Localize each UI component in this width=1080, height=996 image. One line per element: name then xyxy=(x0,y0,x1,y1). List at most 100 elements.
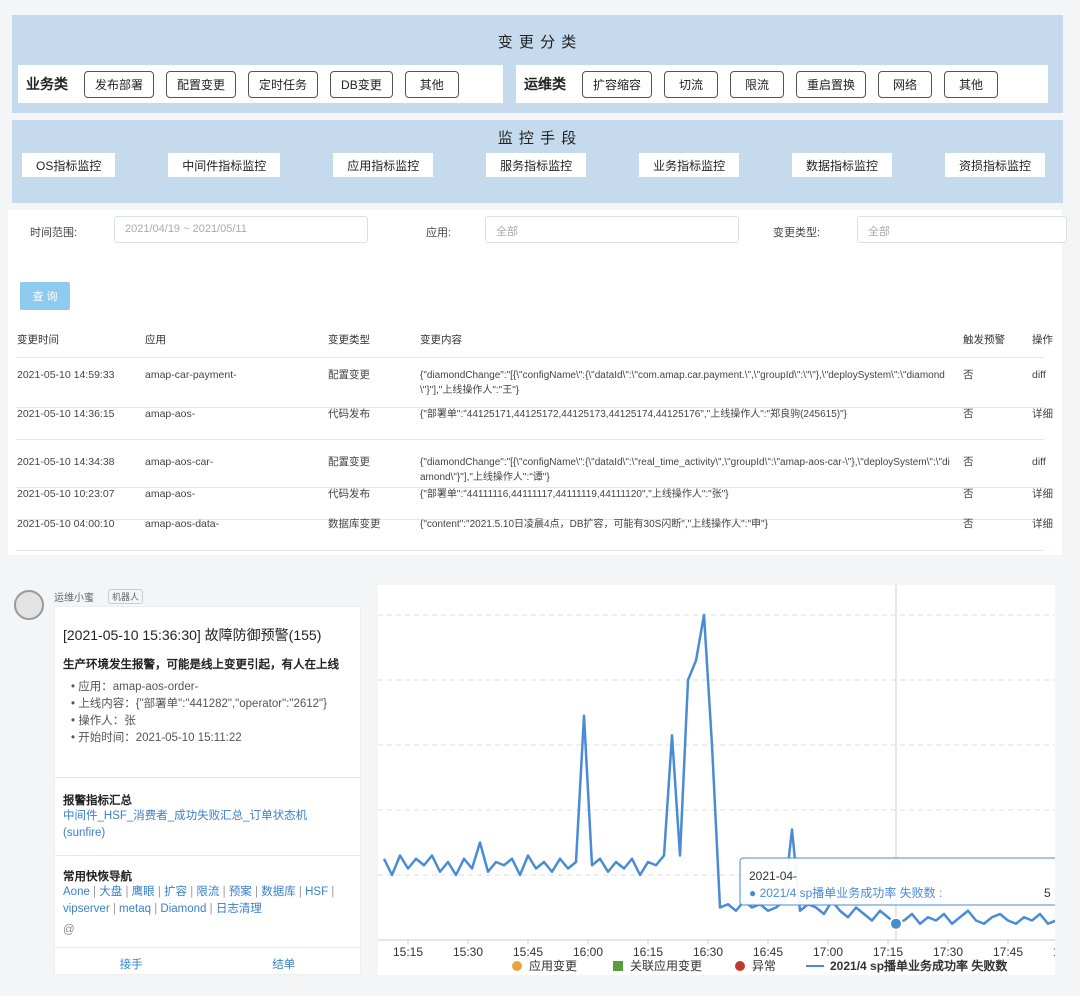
table-cell: {"部署单":"44111116,44111117,44111119,44111… xyxy=(420,489,729,500)
row-action[interactable]: 详细 xyxy=(1032,408,1053,420)
separator: | xyxy=(295,886,306,898)
table-header: 变更内容 xyxy=(420,334,462,346)
nav-link[interactable]: 扩容 xyxy=(164,886,188,898)
nav-link[interactable]: 日志清理 xyxy=(215,903,262,915)
metrics-link[interactable]: 中间件_HSF_消费者_成功失败汇总_订单状态机(sunfire) xyxy=(63,810,308,839)
alert-summary: 生产环境发生报警，可能是线上变更引起，有人在上线 xyxy=(63,659,339,671)
group-label: 运维类 xyxy=(524,76,566,92)
nav-link[interactable]: 鹰眼 xyxy=(131,886,155,898)
x-tick-label: 15:30 xyxy=(453,945,483,959)
separator: | xyxy=(122,886,132,898)
action-button[interactable]: 接手 xyxy=(119,959,143,971)
bot-avatar xyxy=(14,590,44,620)
category-button[interactable]: 网络 xyxy=(878,70,933,98)
row-action[interactable]: diff xyxy=(1032,369,1046,381)
detail-item: • 应用：amap-aos-order- xyxy=(71,681,199,693)
x-tick-label: 16:15 xyxy=(633,945,663,959)
monitoring-panel: 监 控 手 段 OS指标监控 中间件指标监控 应用指标监控 服务指标监控 业务指标监控 数… xyxy=(12,120,1063,203)
nav-section: 常用快恢导航 Aone | 大盘 | 鹰眼 | 扩容 | 限流 | 预案 | 数… xyxy=(55,855,360,947)
detail-item: • 操作人：张 xyxy=(71,715,136,727)
category-button[interactable]: 配置变更 xyxy=(166,70,237,98)
monitoring-button[interactable]: 数据指标监控 xyxy=(792,153,893,177)
row-action[interactable]: 详细 xyxy=(1032,488,1053,500)
monitoring-button[interactable]: 服务指标监控 xyxy=(486,153,587,177)
category-button[interactable]: 切流 xyxy=(664,70,719,98)
table-cell: {"部署单":"44125171,44125172,44125173,44125… xyxy=(420,409,848,420)
category-button[interactable]: 定时任务 xyxy=(248,70,319,98)
x-tick-label: 17:00 xyxy=(813,945,843,959)
nav-link[interactable]: Aone xyxy=(63,886,90,898)
table-cell: amap-car-payment- xyxy=(145,369,237,381)
x-tick-label: 16:30 xyxy=(693,945,723,959)
tooltip xyxy=(739,857,1055,906)
row-divider xyxy=(16,357,1044,358)
separator: | xyxy=(328,886,335,898)
detail-item: • 开始时间：2021-05-10 15:11:22 xyxy=(71,732,242,744)
category-button[interactable]: 其他 xyxy=(404,70,459,98)
legend-label: 关联应用变更 xyxy=(630,958,702,973)
table-cell: 2021-05-10 04:00:10 xyxy=(17,518,115,530)
nav-link[interactable]: HSF xyxy=(305,886,329,898)
x-tick-label: 16:45 xyxy=(753,945,783,959)
row-divider xyxy=(16,487,1044,488)
x-tick-label: 16:00 xyxy=(573,945,603,959)
nav-link[interactable]: 大盘 xyxy=(99,886,123,898)
category-button[interactable]: 其他 xyxy=(944,70,999,98)
table-cell: amap-aos-car- xyxy=(145,456,214,468)
time-label: 时间范围: xyxy=(30,227,78,239)
monitoring-row: OS指标监控 中间件指标监控 应用指标监控 服务指标监控 业务指标监控 数据指标监控 资损指… xyxy=(22,153,1045,177)
legend-label: 异常 xyxy=(752,959,776,973)
x-tick-label: 15:45 xyxy=(513,945,543,959)
category-group: 业务类 发布部署 配置变更 定时任务 DB变更 其他 xyxy=(18,65,503,103)
category-button[interactable]: 扩容缩容 xyxy=(582,70,653,98)
table-header: 操作 xyxy=(1032,334,1053,346)
monitoring-button[interactable]: 业务指标监控 xyxy=(639,153,740,177)
monitoring-button[interactable]: OS指标监控 xyxy=(22,153,116,177)
table-cell: {"content":"2021.5.10日凌晨4点，DB扩容，可能有30S闪断… xyxy=(420,519,768,530)
category-button[interactable]: 限流 xyxy=(730,70,785,98)
x-tick-label: 18:00 xyxy=(1053,945,1055,959)
nav-title: 常用快恢导航 xyxy=(63,871,132,883)
type-select[interactable]: 全部 xyxy=(857,216,1067,243)
alert-details: • 应用：amap-aos-order- • 上线内容：{"部署单":"44128… xyxy=(67,679,357,747)
nav-link[interactable]: metaq xyxy=(119,903,152,915)
nav-link[interactable]: Diamond xyxy=(160,903,207,915)
action-bar: 接手 结单 xyxy=(55,947,360,976)
app-select[interactable]: 全部 xyxy=(485,216,739,243)
alert-title: [2021-05-10 15:36:30] 故障防御预警(155) xyxy=(63,627,322,643)
line-chart: 15:15 15:30 15:45 16:00 16:15 16:30 16:45 17:00… xyxy=(378,585,1055,975)
row-action[interactable]: 详细 xyxy=(1032,518,1053,530)
separator: | xyxy=(206,903,216,915)
tooltip-title: 2021-04- xyxy=(749,869,797,883)
action-button[interactable]: 结单 xyxy=(272,959,296,971)
hover-point xyxy=(889,916,903,931)
query-button[interactable]: 查 询 xyxy=(20,282,70,310)
table-cell: 否 xyxy=(963,369,974,381)
metrics-section: 报警指标汇总 中间件_HSF_消费者_成功失败汇总_订单状态机(sunfire) xyxy=(55,777,360,855)
separator: | xyxy=(151,903,161,915)
table-cell: 2021-05-10 14:34:38 xyxy=(17,456,115,468)
separator: | xyxy=(154,886,165,898)
time-input[interactable]: 2021/04/19 ~ 2021/05/11 xyxy=(114,216,368,243)
nav-link[interactable]: vipserver xyxy=(63,903,110,915)
nav-link[interactable]: 限流 xyxy=(196,886,220,898)
monitoring-button[interactable]: 资损指标监控 xyxy=(944,153,1045,177)
table-cell: 配置变更 xyxy=(328,456,370,468)
detail-item: • 上线内容：{"部署单":"441282","operator":"2612"… xyxy=(71,698,327,710)
monitoring-button[interactable]: 中间件指标监控 xyxy=(168,153,281,177)
category-button[interactable]: 重启置换 xyxy=(796,70,867,98)
app-label: 应用: xyxy=(426,227,452,239)
legend-label: 应用变更 xyxy=(529,958,577,973)
category-button[interactable]: 发布部署 xyxy=(84,70,155,98)
table-header: 触发预警 xyxy=(963,334,1005,346)
separator: | xyxy=(251,886,262,898)
row-action[interactable]: diff xyxy=(1032,456,1046,468)
nav-link[interactable]: 数据库 xyxy=(261,886,296,898)
row-divider xyxy=(16,439,1044,440)
monitoring-button[interactable]: 应用指标监控 xyxy=(333,153,434,177)
table-cell: 否 xyxy=(963,488,974,500)
category-button[interactable]: DB变更 xyxy=(330,70,393,98)
nav-link[interactable]: 预案 xyxy=(228,886,252,898)
